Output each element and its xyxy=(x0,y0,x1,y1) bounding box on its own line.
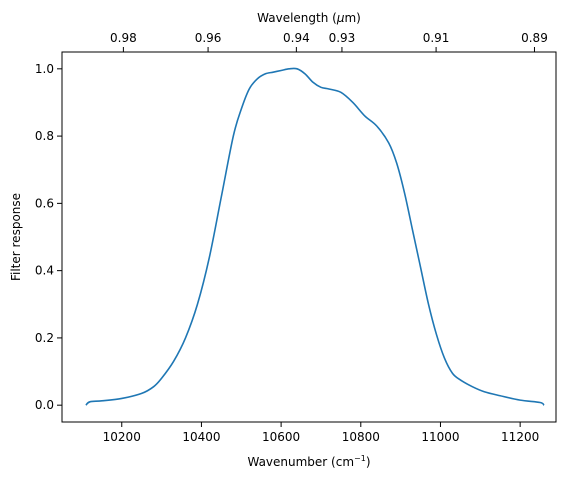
top-tick-label: 0.91 xyxy=(423,31,450,45)
x-tick-label: 10200 xyxy=(103,430,141,444)
top-tick-label: 0.93 xyxy=(329,31,356,45)
top-tick-label: 0.98 xyxy=(110,31,137,45)
y-axis-ticks: 0.0 0.2 0.4 0.6 0.8 1.0 xyxy=(35,62,62,412)
plot-frame xyxy=(61,51,557,423)
x-axis-ticks: 10200 10400 10600 10800 11000 11200 xyxy=(103,422,539,444)
x-tick-label: 11200 xyxy=(501,430,539,444)
top-tick-label: 0.96 xyxy=(195,31,222,45)
y-tick-label: 0.4 xyxy=(35,264,54,278)
x-axis-label: Wavenumber (cm−1) xyxy=(247,454,370,469)
y-tick-label: 0.2 xyxy=(35,331,54,345)
filter-response-line xyxy=(85,67,545,406)
secondary-x-axis-label: Wavelength (μm) xyxy=(257,11,361,25)
x-tick-label: 11000 xyxy=(421,430,459,444)
y-tick-label: 0.0 xyxy=(35,398,54,412)
y-tick-label: 0.6 xyxy=(35,196,54,210)
secondary-x-axis-ticks: 0.98 0.96 0.94 0.93 0.91 0.89 xyxy=(110,31,548,52)
x-tick-label: 10600 xyxy=(262,430,300,444)
y-axis-label: Filter response xyxy=(9,193,23,281)
x-tick-label: 10400 xyxy=(182,430,220,444)
top-tick-label: 0.89 xyxy=(521,31,548,45)
y-tick-label: 0.8 xyxy=(35,129,54,143)
top-tick-label: 0.94 xyxy=(283,31,310,45)
x-tick-label: 10800 xyxy=(342,430,380,444)
y-tick-label: 1.0 xyxy=(35,62,54,76)
